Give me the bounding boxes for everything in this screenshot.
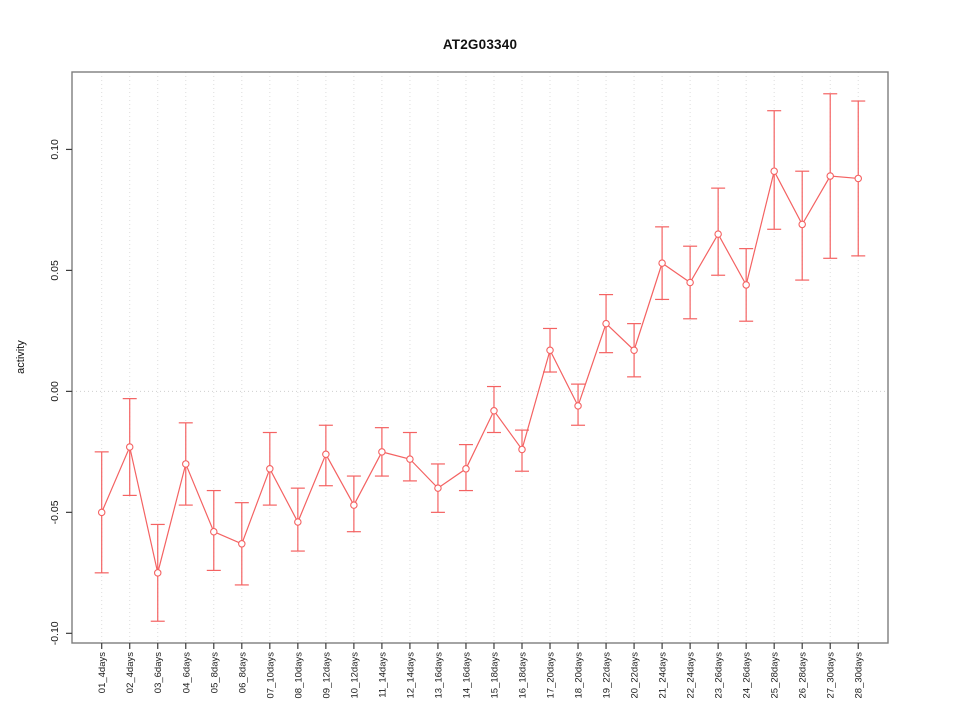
x-tick-label: 23_26days bbox=[714, 652, 725, 699]
plot-frame bbox=[71, 71, 889, 644]
data-point-marker bbox=[574, 402, 582, 410]
data-point-marker bbox=[97, 508, 106, 517]
data-point-marker bbox=[658, 259, 666, 267]
x-tick-label: 10_12days bbox=[349, 652, 360, 699]
x-tick-label: 17_20days bbox=[546, 652, 557, 699]
data-point-marker bbox=[518, 445, 526, 454]
data-point-marker bbox=[742, 281, 750, 289]
x-tick-label: 08_10days bbox=[293, 652, 304, 699]
data-point-marker bbox=[462, 465, 470, 473]
x-tick-label: 14_16days bbox=[461, 652, 472, 699]
x-tick-label: 04_6days bbox=[181, 652, 192, 693]
data-point-marker bbox=[630, 346, 638, 354]
data-point-marker bbox=[602, 319, 610, 328]
data-point-marker bbox=[686, 278, 694, 287]
data-point-marker bbox=[770, 167, 778, 175]
x-tick-label: 18_20days bbox=[574, 652, 585, 699]
data-point-marker bbox=[210, 527, 218, 536]
x-tick-label: 05_8days bbox=[209, 652, 220, 693]
data-point-marker bbox=[182, 460, 190, 468]
x-tick-label: 15_18days bbox=[489, 652, 500, 699]
x-tick-label: 28_30days bbox=[854, 652, 865, 699]
data-point-marker bbox=[378, 448, 386, 456]
x-tick-label: 20_22days bbox=[630, 652, 641, 699]
x-tick-label: 22_24days bbox=[686, 652, 697, 699]
data-point-marker bbox=[266, 465, 274, 473]
y-tick-label: -0.10 bbox=[49, 621, 61, 645]
data-point-marker bbox=[125, 443, 134, 451]
data-point-marker bbox=[350, 501, 358, 509]
data-point-marker bbox=[322, 450, 330, 459]
x-tick-label: 09_12days bbox=[321, 652, 332, 699]
chart-title: AT2G03340 bbox=[442, 37, 518, 52]
y-tick-label: 0.05 bbox=[49, 260, 61, 281]
x-tick-label: 07_10days bbox=[265, 652, 276, 699]
x-tick-label: 21_24days bbox=[658, 652, 669, 699]
data-point-marker bbox=[798, 220, 806, 229]
x-tick-label: 24_26days bbox=[742, 652, 753, 699]
x-tick-label: 27_30days bbox=[826, 652, 837, 699]
x-tick-label: 02_4days bbox=[125, 652, 136, 693]
x-tick-label: 01_4days bbox=[97, 652, 108, 693]
data-point-marker bbox=[406, 455, 414, 463]
x-tick-label: 13_16days bbox=[433, 652, 444, 699]
x-tick-label: 26_28days bbox=[798, 652, 809, 699]
y-axis-ticks: -0.10 -0.05 0.00 0.05 0.10 bbox=[49, 139, 72, 645]
x-tick-label: 11_14days bbox=[377, 652, 388, 698]
y-tick-label: 0.10 bbox=[49, 139, 61, 160]
data-point-marker bbox=[294, 518, 302, 526]
data-point-marker bbox=[854, 174, 862, 183]
y-tick-label: 0.00 bbox=[49, 381, 61, 402]
data-point-marker bbox=[153, 569, 162, 577]
data-point-marker bbox=[434, 484, 442, 492]
series-line bbox=[101, 169, 859, 573]
x-tick-label: 19_22days bbox=[602, 652, 613, 699]
x-tick-label: 25_28days bbox=[770, 652, 781, 699]
data-point-marker bbox=[826, 172, 834, 180]
y-tick-label: -0.05 bbox=[49, 500, 61, 524]
x-tick-label: 16_18days bbox=[518, 652, 529, 699]
data-point-marker bbox=[714, 230, 722, 238]
gridlines bbox=[101, 72, 859, 643]
data-point-marker bbox=[238, 540, 246, 548]
x-tick-label: 12_14days bbox=[405, 652, 416, 699]
data-point-marker bbox=[546, 346, 554, 354]
x-tick-label: 03_6days bbox=[153, 652, 164, 693]
error-bars bbox=[94, 93, 866, 622]
x-tick-label: 06_8days bbox=[237, 652, 248, 693]
data-points bbox=[97, 167, 862, 577]
data-point-marker bbox=[490, 406, 498, 415]
x-axis-ticks: 01_4days 02_4days 03_6days 04_6days 05_8days… bbox=[97, 643, 865, 698]
